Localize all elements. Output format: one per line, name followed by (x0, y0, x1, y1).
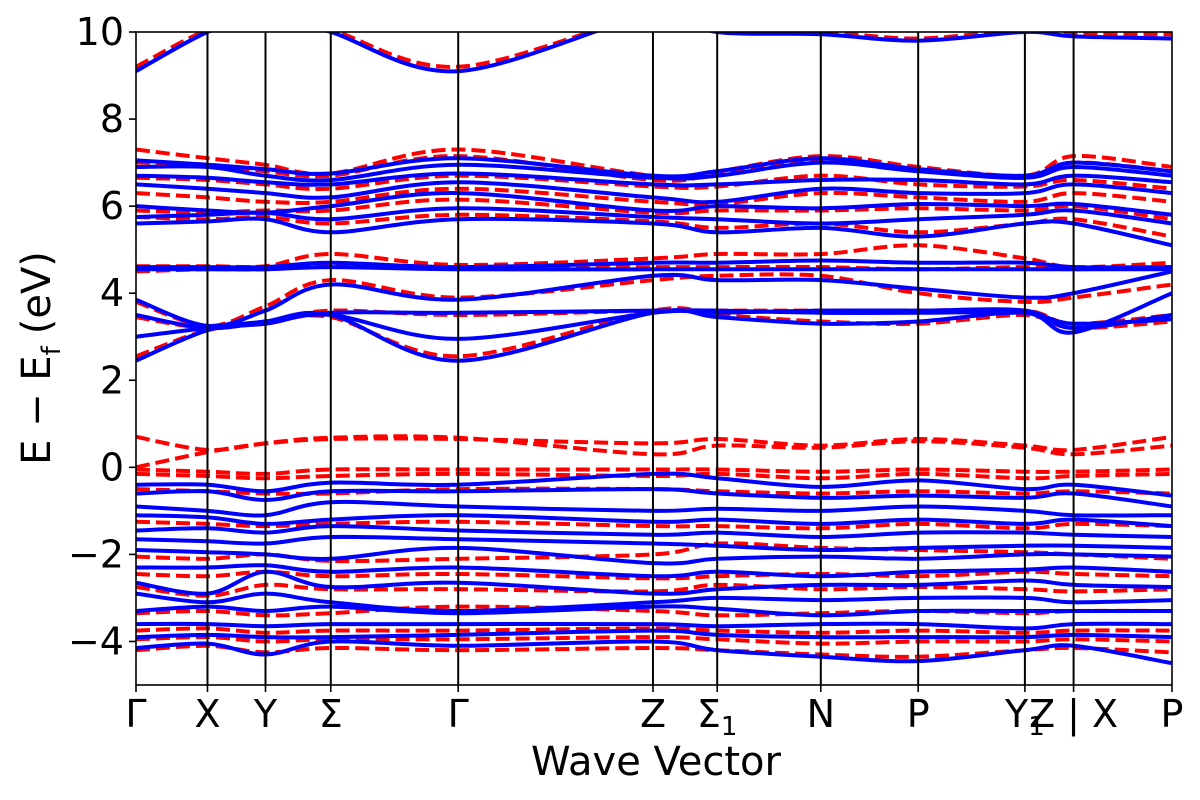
y-tick-label-2: −2 (68, 532, 124, 576)
y-tick-label-1: −4 (68, 619, 124, 663)
x-tick-label-8: N (807, 692, 835, 736)
y-tick-label-8: 10 (76, 10, 124, 54)
x-axis-title: Wave Vector (531, 739, 782, 785)
y-tick-label-5: 4 (100, 271, 124, 315)
x-tick-label-10: Y1 (1004, 692, 1045, 742)
kpoint-lines (206, 32, 1075, 685)
x-tick-label-6: Z (640, 692, 666, 736)
y-axis-title-sub: f (37, 345, 67, 355)
y-axis-title-unit: (eV) (14, 251, 60, 334)
x-tick-label-2: X (194, 692, 220, 736)
y-axis-title-main: E − E (14, 355, 60, 465)
dashed-band-11 (136, 147, 1172, 179)
y-tick-label-7: 8 (100, 97, 124, 141)
x-axis: Γ X Y Σ Γ Z Σ1 N P Y1Z | X P (125, 685, 1183, 742)
y-tick-label-4: 2 (100, 358, 124, 402)
y-tick-label-3: 0 (100, 445, 124, 489)
x-tick-label-4: Σ (319, 692, 343, 736)
x-tick-label-1: Γ (125, 692, 146, 736)
x-tick-label-11: Z | X (1029, 692, 1118, 737)
plot-frame (135, 31, 1173, 686)
x-tick-label-5: Γ (448, 692, 469, 736)
x-tick-label-9: P (907, 692, 930, 736)
y-tick-label-6: 6 (100, 184, 124, 228)
solid-band-5 (136, 265, 1172, 272)
x-tick-label-12: P (1161, 692, 1184, 736)
y-axis: −4 −2 0 2 4 6 8 10 (68, 10, 136, 663)
x-tick-label-3: Y (253, 692, 278, 736)
x-tick-label-7: Σ1 (697, 692, 738, 742)
y-axis-title: E − Ef (eV) (14, 251, 67, 465)
